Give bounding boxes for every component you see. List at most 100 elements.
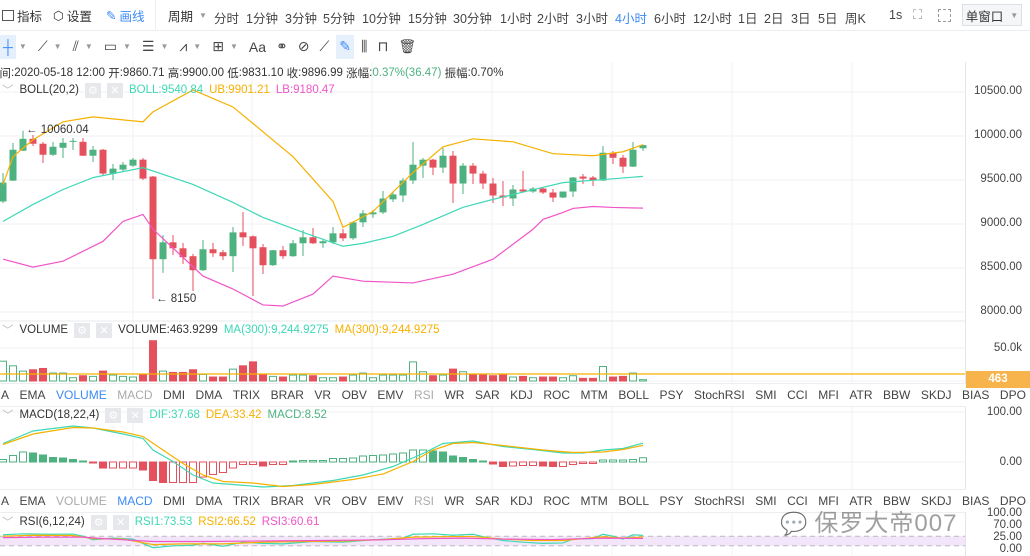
indicator-tab-mfi[interactable]: MFI [818,388,839,402]
indicator-tab-boll[interactable]: BOLL [618,388,649,402]
caret-down-icon[interactable]: ▼ [18,42,27,51]
indicator-tab-obv[interactable]: OBV [341,494,367,508]
unlock-tool[interactable]: ⊓ [374,35,391,59]
indicator-tab-bbw[interactable]: BBW [883,388,911,402]
period-周K[interactable]: 周K [845,12,866,26]
period-1日[interactable]: 1日 [738,12,758,26]
indicator-tab-rsi[interactable]: RSI [413,388,434,402]
indicator-tab-dmi[interactable]: DMI [163,494,186,508]
period-2日[interactable]: 2日 [764,12,784,26]
period-12小时[interactable]: 12小时 [693,12,732,26]
indicator-tab-macd[interactable]: MACD [117,494,153,508]
indicator-tab-skdj[interactable]: SKDJ [920,494,952,508]
indicator-tab-trix[interactable]: TRIX [232,494,261,508]
indicator-tab-brar[interactable]: BRAR [270,494,304,508]
indicator-tab-kdj[interactable]: KDJ [510,388,533,402]
hline-tool[interactable]: ☰ [139,35,158,59]
window-mode-dropdown[interactable]: 单窗口 ▼ [962,4,1022,26]
period-2小时[interactable]: 2小时 [537,12,569,26]
indicator-tab-stochrsi[interactable]: StochRSI [694,388,745,402]
indicator-tab-cci[interactable]: CCI [787,388,808,402]
indicator-tab-sar[interactable]: SAR [474,388,500,402]
indicator-tab-atr[interactable]: ATR [849,494,873,508]
indicator-tab-wr[interactable]: WR [444,388,465,402]
indicator-tab-dpo[interactable]: DPO [999,494,1026,508]
period-3日[interactable]: 3日 [791,12,811,26]
indicator-tab-dmi[interactable]: DMI [163,388,186,402]
gear-icon[interactable]: ⚙ [90,514,107,530]
caret-down-icon[interactable]: ▼ [122,42,131,51]
caret-down-icon[interactable]: ▼ [84,42,93,51]
indicator-tab-bbw[interactable]: BBW [883,494,911,508]
indicator-tab-cci[interactable]: CCI [787,494,808,508]
settings-button[interactable]: ⬡ 设置 [53,0,92,30]
caret-down-icon[interactable]: ▼ [193,42,202,51]
indicator-tab-emv[interactable]: EMV [377,494,404,508]
collapse-icon[interactable]: ﹀ [2,410,14,422]
indicator-tab-vr[interactable]: VR [314,388,332,402]
collapse-icon[interactable]: ﹀ [2,85,14,97]
indicator-tab-macd[interactable]: MACD [117,388,153,402]
period-dropdown[interactable]: 周期 ▼ [168,0,207,30]
measure-tool[interactable]: ⊞ [209,35,227,59]
indicator-tab-emv[interactable]: EMV [377,388,404,402]
indicator-tab-atr[interactable]: ATR [849,388,873,402]
close-icon[interactable]: ✕ [96,322,113,338]
caret-down-icon[interactable]: ▼ [160,42,169,51]
parallel-tool[interactable]: ⫽ [70,35,82,59]
indicator-tab-smi[interactable]: SMI [755,388,777,402]
fullscreen-icon[interactable]: ⛶ [913,7,923,22]
caret-down-icon[interactable]: ▼ [53,42,62,51]
indicator-tab-obv[interactable]: OBV [341,388,367,402]
crosshair-tool[interactable]: ┼ [0,34,16,59]
indicator-tab-dpo[interactable]: DPO [999,388,1026,402]
indicator-tab-dma[interactable]: DMA [195,494,223,508]
indicator-tab-kdj[interactable]: KDJ [510,494,533,508]
period-30分钟[interactable]: 30分钟 [453,12,492,26]
indicator-tab-ema[interactable]: EMA [19,388,46,402]
collapse-icon[interactable]: ﹀ [2,325,14,337]
indicator-tab-psy[interactable]: PSY [659,388,684,402]
chart-canvas[interactable] [0,0,965,556]
indicator-tab-wr[interactable]: WR [444,494,465,508]
indicator-tab-ma[interactable]: MA [0,388,9,402]
screenshot-icon[interactable] [938,9,951,22]
close-icon[interactable]: ✕ [127,407,144,423]
period-1小时[interactable]: 1小时 [500,12,532,26]
indicator-tab-volume[interactable]: VOLUME [56,494,107,508]
period-5分钟[interactable]: 5分钟 [323,12,355,26]
indicator-tab-psy[interactable]: PSY [659,494,684,508]
indicator-tab-mtm[interactable]: MTM [580,494,608,508]
period-分时[interactable]: 分时 [214,12,240,26]
indicator-tab-smi[interactable]: SMI [755,494,777,508]
wave-tool[interactable]: ⩘ [176,35,190,59]
indicator-tab-mtm[interactable]: MTM [580,388,608,402]
indicator-tab-ma[interactable]: MA [0,494,9,508]
indicator-tab-roc[interactable]: ROC [543,388,570,402]
line-tool[interactable]: ⟋ [35,35,51,59]
indicator-tab-brar[interactable]: BRAR [270,388,304,402]
gear-icon[interactable]: ⚙ [74,322,91,338]
period-15分钟[interactable]: 15分钟 [408,12,447,26]
indicator-tab-dma[interactable]: DMA [195,388,223,402]
indicator-tab-trix[interactable]: TRIX [232,388,261,402]
period-6小时[interactable]: 6小时 [654,12,686,26]
indicator-tab-roc[interactable]: ROC [543,494,570,508]
gear-icon[interactable]: ⚙ [105,407,122,423]
text-tool[interactable]: Aa [246,35,269,59]
continuous-draw-tool[interactable]: ✎ [336,34,355,59]
indicator-tab-stochrsi[interactable]: StochRSI [694,494,745,508]
period-4小时[interactable]: 4小时 [615,12,647,26]
magnet-tool[interactable]: ⚭ [273,35,291,59]
draw-button[interactable]: ✎ 画线 [106,0,145,30]
indicator-tab-mfi[interactable]: MFI [818,494,839,508]
indicator-tab-bias[interactable]: BIAS [962,494,990,508]
indicator-tab-vr[interactable]: VR [314,494,332,508]
period-10分钟[interactable]: 10分钟 [362,12,401,26]
indicator-tab-boll[interactable]: BOLL [618,494,649,508]
indicator-tab-bias[interactable]: BIAS [962,388,990,402]
caret-down-icon[interactable]: ▼ [229,42,238,51]
period-3分钟[interactable]: 3分钟 [285,12,317,26]
period-3小时[interactable]: 3小时 [576,12,608,26]
ruler-tool[interactable]: ⟋ [316,35,332,59]
